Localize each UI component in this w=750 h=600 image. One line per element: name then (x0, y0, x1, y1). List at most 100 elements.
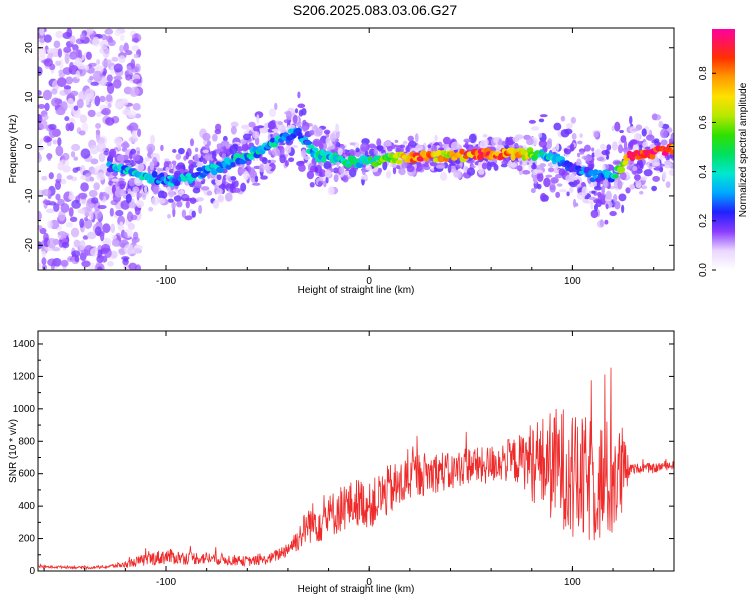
heatmap-cell (516, 165, 523, 172)
heatmap-cell (435, 164, 445, 169)
heatmap-cell (69, 35, 76, 44)
heatmap-cell (658, 120, 664, 128)
heatmap-cell (69, 216, 78, 223)
heatmap-cell (663, 159, 672, 169)
heatmap-cell (111, 238, 120, 247)
heatmap-cell (38, 225, 43, 230)
heatmap-cell (128, 262, 137, 270)
heatmap-cell (79, 114, 88, 124)
heatmap-cell (149, 161, 155, 171)
heatmap-cell (101, 59, 109, 68)
heatmap-cell (64, 52, 70, 64)
heatmap-cell (302, 126, 307, 132)
heatmap-cell (60, 259, 69, 267)
heatmap-cell (70, 90, 79, 97)
heatmap-cell (181, 194, 190, 199)
heatmap-cell (645, 134, 655, 141)
heatmap-cell (584, 144, 591, 152)
heatmap-cell (192, 187, 201, 194)
heatmap-cell (72, 167, 79, 173)
heatmap-cell (617, 179, 623, 190)
heatmap-cell (576, 192, 586, 200)
heatmap-cell (634, 180, 640, 184)
heatmap-cell (262, 165, 272, 171)
heatmap-cell (225, 164, 232, 170)
heatmap-cell (128, 177, 136, 187)
heatmap-cell (500, 163, 508, 168)
colorbar-tick-label: 0.2 (698, 213, 709, 227)
heatmap-cell (81, 122, 89, 133)
heatmap-cell (611, 125, 615, 132)
y-tick-label: 1400 (13, 339, 36, 350)
heatmap-cell (130, 148, 137, 155)
heatmap-cell (254, 175, 259, 183)
heatmap-cell (82, 235, 89, 240)
heatmap-cell (668, 138, 673, 144)
heatmap-cell (575, 179, 580, 185)
heatmap-cell (119, 34, 125, 42)
heatmap-cell (121, 142, 130, 149)
heatmap-cell (285, 110, 292, 121)
heatmap-cell (560, 129, 570, 138)
heatmap-cell (102, 47, 110, 59)
heatmap-cell (164, 158, 170, 162)
heatmap-cell (123, 231, 128, 240)
x-tick-label: 100 (564, 577, 581, 588)
heatmap-cell (172, 149, 177, 153)
heatmap-cell (423, 157, 430, 162)
heatmap-cell (47, 220, 53, 229)
heatmap-cell (76, 98, 84, 109)
heatmap-cell (96, 111, 102, 118)
heatmap-cell (632, 144, 639, 151)
heatmap-cell (569, 143, 575, 152)
heatmap-cell (132, 186, 140, 193)
heatmap-cell (131, 37, 140, 43)
heatmap-cell (564, 148, 572, 155)
heatmap-cell (340, 145, 346, 150)
colorbar-tick-label: 0.4 (698, 164, 709, 178)
heatmap-cell (259, 127, 269, 134)
heatmap-cell (590, 200, 594, 210)
heatmap-cell (38, 66, 43, 76)
heatmap-cell (627, 141, 634, 151)
heatmap-cell (206, 140, 212, 147)
heatmap-cell (119, 221, 124, 231)
heatmap-cell (89, 176, 95, 182)
heatmap-cell (109, 148, 117, 158)
heatmap-cell (453, 169, 461, 178)
heatmap-cell (54, 181, 62, 190)
heatmap-cell (148, 206, 154, 212)
heatmap-cell (161, 191, 168, 199)
heatmap-cell (132, 231, 139, 240)
colorbar: 0.0 0.2 0.4 0.6 0.8 Normalized spectral ampl… (698, 29, 749, 277)
heatmap-cell (291, 145, 299, 149)
heatmap-cell (113, 75, 123, 81)
heatmap-cell (309, 181, 315, 188)
heatmap-cell (241, 143, 249, 152)
heatmap-cell (539, 114, 548, 118)
x-tick-label: -100 (156, 276, 176, 287)
heatmap-cell (62, 165, 71, 173)
colorbar-tick-label: 0.6 (698, 115, 709, 129)
heatmap-cell (440, 171, 448, 181)
heatmap-cell (556, 183, 563, 187)
heatmap-cell (57, 137, 62, 147)
heatmap-cell (271, 128, 280, 132)
heatmap-cell (284, 160, 289, 167)
heatmap-cell (596, 181, 601, 189)
heatmap-cell (294, 108, 299, 114)
heatmap-cell (570, 116, 577, 124)
heatmap-cell (545, 140, 553, 150)
heatmap-cell (132, 154, 141, 162)
heatmap-cell (79, 33, 86, 41)
heatmap-cell (302, 119, 307, 126)
heatmap-cell (56, 172, 62, 181)
heatmap-cell (198, 204, 203, 214)
heatmap-cell (172, 207, 176, 218)
heatmap-cell (568, 186, 574, 193)
colorbar-tick-label: 0.8 (698, 66, 709, 80)
heatmap-cell (70, 227, 80, 238)
heatmap-cell (211, 133, 218, 142)
